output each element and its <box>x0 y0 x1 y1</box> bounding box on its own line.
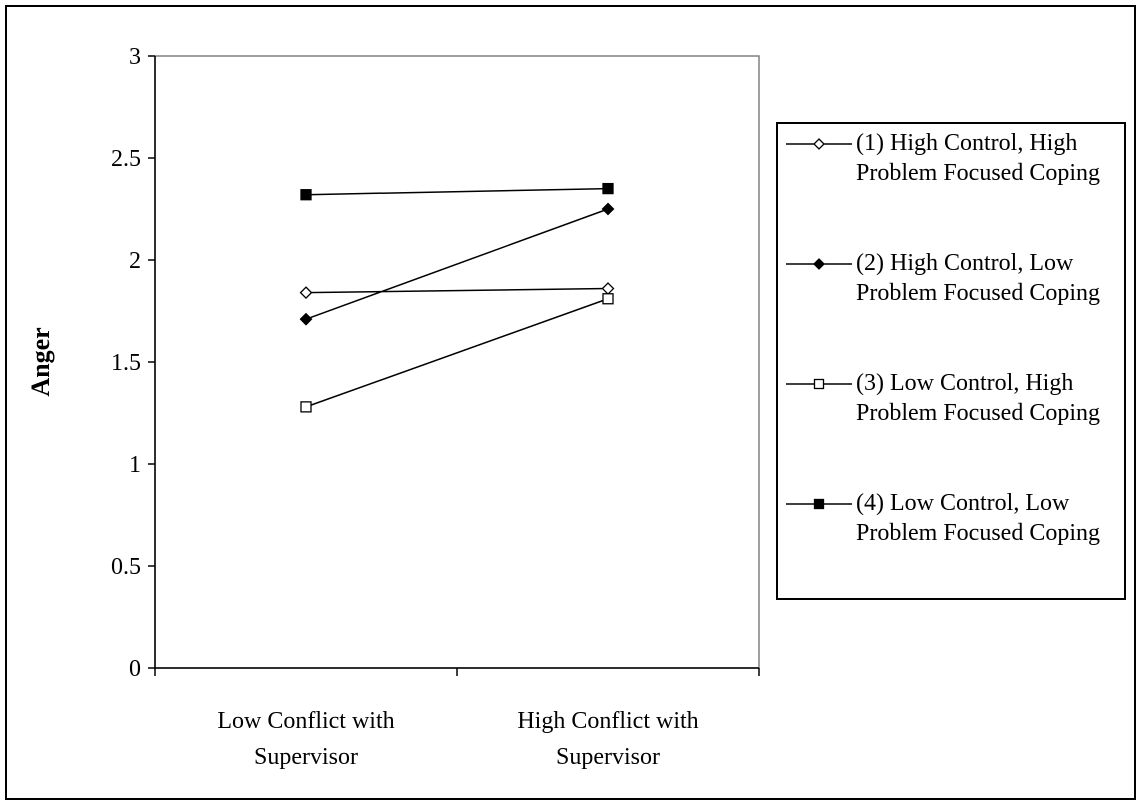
y-tick-label: 2.5 <box>111 146 141 172</box>
y-tick-label: 2 <box>129 248 141 274</box>
data-point-series-4 <box>602 182 614 195</box>
legend: (1) High Control, High Problem Focused C… <box>776 122 1126 600</box>
series-line-2 <box>305 208 609 320</box>
series-line-1 <box>305 287 609 294</box>
series-line-4 <box>305 187 609 196</box>
y-ticks: 0 0.5 1 1.5 2 2.5 3 <box>111 44 155 682</box>
legend-label-2: (2) High Control, Low Problem Focused Co… <box>856 250 1100 306</box>
data-point-series-1 <box>299 286 313 300</box>
x-category-label: High Conflict with Supervisor <box>517 708 698 770</box>
legend-label-3: (3) Low Control, High Problem Focused Co… <box>856 370 1100 426</box>
legend-label-1: (1) High Control, High Problem Focused C… <box>856 130 1100 186</box>
legend-marker-filled-square <box>786 498 852 510</box>
data-point-series-4 <box>300 189 312 201</box>
y-tick-label: 1.5 <box>111 350 141 376</box>
series-lines <box>305 187 609 408</box>
legend-marker-open-diamond <box>786 138 852 150</box>
series-line-3 <box>305 298 609 408</box>
x-ticks: Low Conflict with Supervisor High Conflict… <box>154 668 760 770</box>
y-tick-label: 3 <box>129 44 141 70</box>
data-point-series-3 <box>300 401 312 413</box>
data-point-series-2 <box>601 202 615 216</box>
legend-marker-filled-diamond <box>786 258 852 270</box>
legend-label-4: (4) Low Control, Low Problem Focused Cop… <box>856 490 1100 546</box>
y-tick-label: 1 <box>129 452 141 478</box>
y-axis-label: Anger <box>26 327 55 396</box>
series-markers <box>299 182 615 413</box>
plot-area <box>154 55 760 669</box>
y-tick-label: 0.5 <box>111 554 141 580</box>
y-tick-label: 0 <box>129 656 141 682</box>
data-point-series-2 <box>299 312 313 326</box>
x-category-label: Low Conflict with Supervisor <box>217 708 394 770</box>
legend-marker-open-square <box>786 378 852 390</box>
data-point-series-3 <box>602 293 614 305</box>
